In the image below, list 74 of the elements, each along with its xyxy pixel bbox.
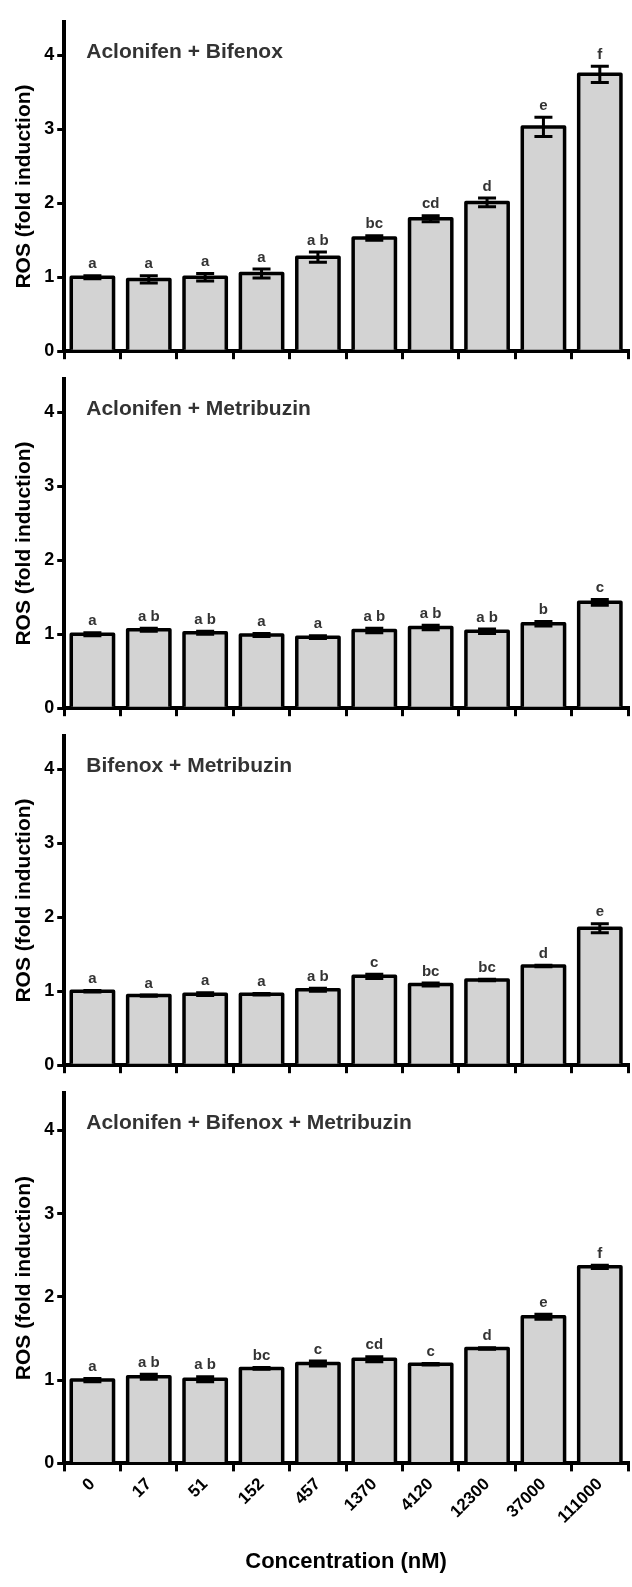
x-tick-label: 17 bbox=[128, 1474, 155, 1502]
text: Aclonifen + Metribuzin bbox=[86, 396, 311, 420]
y-tick-label: 2 bbox=[44, 549, 55, 570]
y-tick-label: 2 bbox=[44, 1285, 55, 1306]
y-axis-title: ROS (fold induction) bbox=[11, 1176, 35, 1381]
data-label: a bbox=[200, 252, 210, 270]
y-tick-label: 3 bbox=[44, 1202, 55, 1223]
data-label: a b bbox=[137, 1352, 160, 1370]
y-tick-label: 4 bbox=[44, 44, 55, 65]
data-label: a b bbox=[137, 606, 160, 624]
text: Aclonifen + Bifenox bbox=[86, 39, 284, 63]
y-tick-label: 0 bbox=[44, 1054, 55, 1075]
data-label: a bbox=[257, 972, 267, 990]
y-tick-label: 3 bbox=[44, 832, 55, 853]
y-tick-label: 3 bbox=[44, 475, 55, 496]
data-label: a bbox=[88, 254, 98, 272]
data-label: a b bbox=[476, 607, 498, 625]
data-label: a b bbox=[363, 606, 386, 624]
data-label: a b bbox=[194, 609, 216, 627]
data-label: a bbox=[88, 1357, 98, 1375]
x-tick-label: 51 bbox=[184, 1474, 212, 1502]
data-label: a bbox=[257, 612, 267, 630]
data-label: a b bbox=[419, 603, 442, 621]
data-label: a b bbox=[307, 966, 329, 984]
y-tick-label: 4 bbox=[44, 1119, 55, 1140]
y-tick-label: 0 bbox=[44, 1452, 55, 1473]
data-label: a bbox=[144, 254, 154, 272]
data-label: d bbox=[482, 176, 492, 194]
data-label: bc bbox=[478, 957, 496, 975]
data-label: f bbox=[597, 44, 604, 62]
y-tick-label: 1 bbox=[44, 623, 55, 644]
y-tick-label: 4 bbox=[44, 758, 55, 779]
text: Bifenox + Metribuzin bbox=[86, 753, 293, 777]
y-tick-label: 2 bbox=[44, 906, 55, 927]
data-label: cd bbox=[421, 194, 440, 212]
data-label: e bbox=[539, 1292, 548, 1310]
data-label: f bbox=[597, 1243, 604, 1261]
x-axis-title: Concentration (nM) bbox=[245, 1547, 447, 1573]
data-label: a bbox=[257, 247, 267, 265]
data-label: a bbox=[200, 971, 210, 989]
y-axis-title: ROS (fold induction) bbox=[11, 441, 35, 646]
data-label: e bbox=[539, 95, 548, 113]
data-label: a b bbox=[194, 1355, 216, 1373]
data-label: c bbox=[595, 578, 604, 596]
data-label: d bbox=[538, 943, 549, 961]
y-tick-label: 0 bbox=[44, 697, 55, 718]
data-label: a bbox=[88, 611, 98, 629]
data-label: d bbox=[482, 1326, 492, 1344]
data-label: a b bbox=[307, 230, 329, 248]
y-tick-label: 1 bbox=[44, 1369, 55, 1390]
data-label: bc bbox=[252, 1346, 271, 1364]
y-tick-label: 3 bbox=[44, 118, 55, 139]
data-label: bc bbox=[421, 961, 440, 979]
data-label: c bbox=[313, 1339, 323, 1357]
x-tick-label: 457 bbox=[290, 1474, 325, 1508]
data-label: a bbox=[88, 969, 98, 987]
y-axis-title: ROS (fold induction) bbox=[11, 798, 35, 1003]
y-axis-title: ROS (fold induction) bbox=[11, 84, 35, 289]
text: Aclonifen + Bifenox + Metribuzin bbox=[86, 1110, 412, 1134]
data-label: bc bbox=[365, 214, 384, 232]
y-tick-label: 2 bbox=[44, 192, 55, 213]
data-label: cd bbox=[365, 1335, 384, 1353]
x-tick-label: 0 bbox=[78, 1474, 99, 1495]
y-tick-label: 4 bbox=[44, 401, 55, 422]
data-label: b bbox=[538, 600, 549, 618]
data-label: c bbox=[426, 1342, 435, 1360]
data-label: c bbox=[370, 952, 379, 970]
y-tick-label: 0 bbox=[44, 340, 55, 361]
x-tick-label: 152 bbox=[234, 1474, 268, 1508]
data-label: a bbox=[313, 614, 323, 632]
y-tick-label: 1 bbox=[44, 980, 55, 1001]
y-tick-label: 1 bbox=[44, 266, 55, 287]
data-label: e bbox=[595, 902, 604, 920]
data-label: a bbox=[144, 973, 154, 991]
